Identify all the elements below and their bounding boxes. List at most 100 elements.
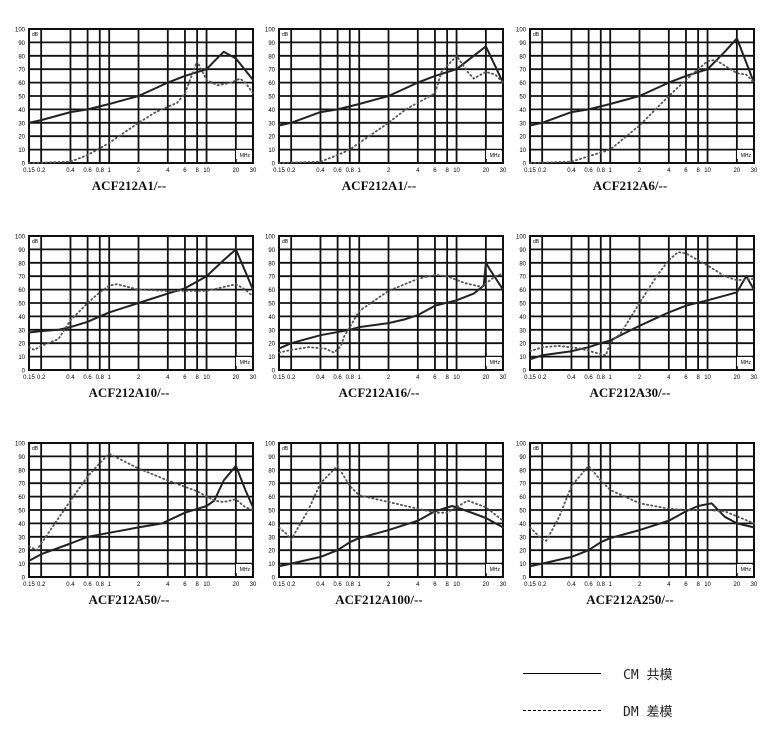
y-tick-label: 10 [268,562,275,568]
x-tick-label: 0.15 [524,582,536,588]
x-tick-label: 1 [609,168,613,174]
y-tick-label: 10 [268,148,275,154]
x-tick-label: 20 [233,168,240,174]
y-tick-label: 80 [18,261,25,267]
y-tick-label: 10 [519,562,526,568]
x-tick-label: 10 [453,375,460,381]
y-tick-label: 30 [519,535,526,541]
x-tick-label: 0.15 [524,168,536,174]
x-tick-label: 0.6 [83,375,92,381]
x-unit-label: MHz [741,153,752,159]
legend-label-cm: CM 共模 [623,668,673,683]
y-tick-label: 70 [18,482,25,488]
y-tick-label: 70 [519,482,526,488]
x-tick-label: 0.6 [83,582,92,588]
y-tick-label: 10 [519,148,526,154]
x-tick-label: 0.6 [333,168,342,174]
chart-5: 0 10 20 30 40 50 60 70 80 90 100 0.15 0.2 0.4 0.6 0.8 1 2… [265,235,507,382]
y-unit-label: dB [533,446,540,452]
series-dm-line [278,54,504,164]
x-tick-label: 0.15 [23,582,35,588]
x-unit-box [737,357,752,366]
x-tick-label: 0.6 [83,168,92,174]
x-unit-box [486,564,501,573]
x-tick-label: 0.2 [287,168,296,174]
y-tick-label: 70 [268,275,275,281]
y-tick-label: 60 [18,81,25,87]
y-tick-label: 10 [18,148,25,154]
x-tick-label: 2 [638,582,642,588]
y-tick-label: 60 [18,495,25,501]
x-tick-label: 0.4 [316,375,325,381]
y-tick-label: 100 [265,235,276,241]
y-unit-label: dB [533,239,540,245]
x-tick-label: 0.6 [333,582,342,588]
x-tick-label: 0.15 [273,375,285,381]
y-tick-label: 40 [18,108,25,114]
y-unit-label: dB [282,32,289,38]
x-tick-label: 0.8 [346,168,355,174]
y-tick-label: 100 [15,442,26,448]
x-tick-label: 6 [433,375,437,381]
series-dm-line [529,464,755,542]
x-tick-label: 6 [684,168,688,174]
x-tick-label: 1 [358,582,362,588]
y-tick-label: 80 [268,54,275,60]
y-tick-label: 50 [268,302,275,308]
y-tick-label: 70 [268,482,275,488]
series-cm-line [278,505,504,568]
x-tick-label: 0.4 [66,168,75,174]
y-tick-label: 10 [519,355,526,361]
x-tick-label: 0.15 [273,582,285,588]
x-tick-label: 2 [137,375,141,381]
y-tick-label: 80 [519,54,526,60]
y-tick-label: 50 [519,302,526,308]
x-tick-label: 20 [734,375,741,381]
x-tick-label: 2 [387,168,391,174]
chart-title: ACF212A30/-- [589,385,671,400]
x-tick-label: 4 [166,582,170,588]
y-tick-label: 90 [18,248,25,254]
y-tick-label: 50 [519,95,526,101]
series-dm-line [28,58,254,164]
y-tick-label: 20 [519,549,526,555]
y-tick-label: 90 [18,41,25,47]
x-unit-label: MHz [490,153,501,159]
series-dm-line [278,464,504,542]
x-tick-label: 20 [233,375,240,381]
x-tick-label: 0.8 [346,375,355,381]
y-tick-label: 60 [519,288,526,294]
y-tick-label: 30 [268,121,275,127]
x-tick-label: 0.2 [37,582,46,588]
y-tick-label: 60 [519,81,526,87]
x-tick-label: 4 [667,582,671,588]
x-tick-label: 30 [250,582,257,588]
x-tick-label: 30 [751,582,758,588]
x-tick-label: 0.6 [584,582,593,588]
x-tick-label: 0.6 [584,375,593,381]
x-tick-label: 30 [751,168,758,174]
y-tick-label: 90 [268,248,275,254]
y-tick-label: 80 [519,468,526,474]
y-tick-label: 80 [268,468,275,474]
x-unit-label: MHz [240,360,251,366]
y-tick-label: 10 [268,355,275,361]
series-cm-line [529,275,755,361]
y-tick-label: 0 [272,576,276,582]
series-dm-line [529,58,755,164]
x-tick-label: 0.4 [567,582,576,588]
y-tick-label: 40 [18,315,25,321]
x-tick-label: 10 [203,582,210,588]
x-tick-label: 4 [416,582,420,588]
x-tick-label: 1 [108,375,112,381]
x-tick-label: 0.2 [538,582,547,588]
y-tick-label: 0 [523,162,527,168]
y-tick-label: 100 [516,28,527,34]
y-tick-label: 60 [268,495,275,501]
y-tick-label: 90 [519,455,526,461]
x-tick-label: 0.4 [567,168,576,174]
y-unit-label: dB [32,446,39,452]
x-tick-label: 0.15 [273,168,285,174]
